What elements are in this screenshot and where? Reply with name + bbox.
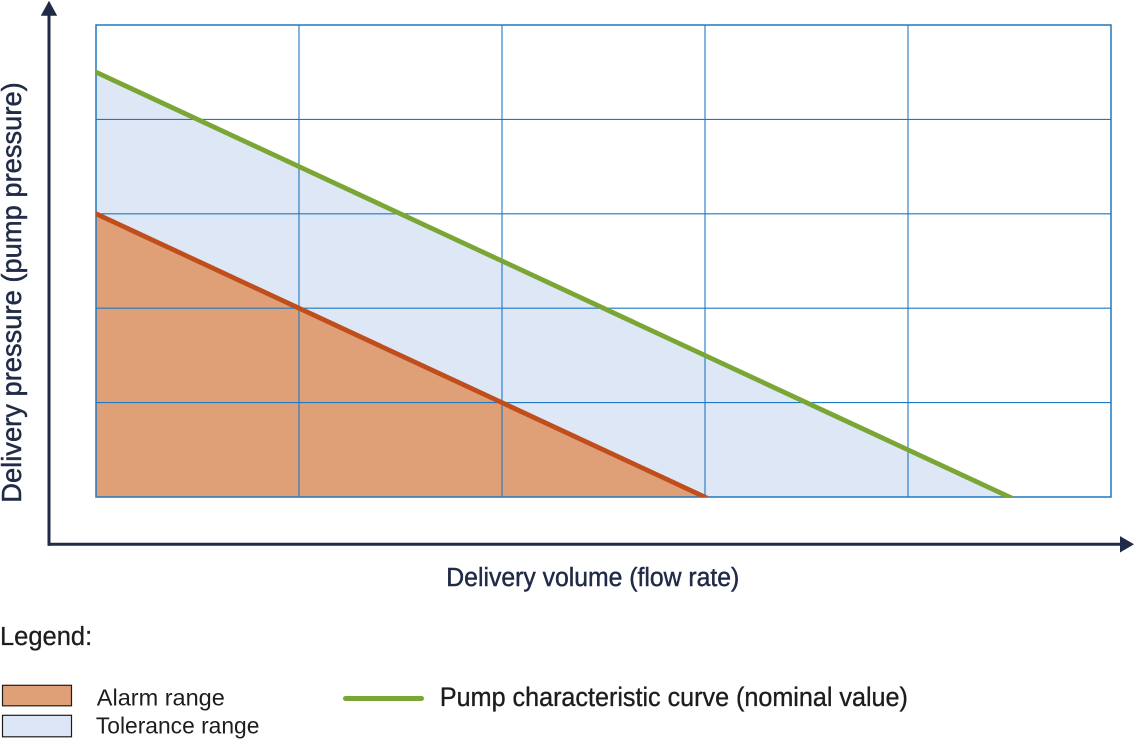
svg-text:Alarm range: Alarm range bbox=[97, 684, 225, 710]
svg-text:Legend:: Legend: bbox=[0, 623, 92, 651]
svg-text:Delivery pressure (pump pressu: Delivery pressure (pump pressure) bbox=[0, 82, 27, 503]
svg-text:Tolerance range: Tolerance range bbox=[96, 712, 260, 738]
svg-text:Delivery volume (flow rate): Delivery volume (flow rate) bbox=[446, 562, 739, 592]
svg-text:Pump characteristic curve (nom: Pump characteristic curve (nominal value… bbox=[440, 682, 908, 712]
